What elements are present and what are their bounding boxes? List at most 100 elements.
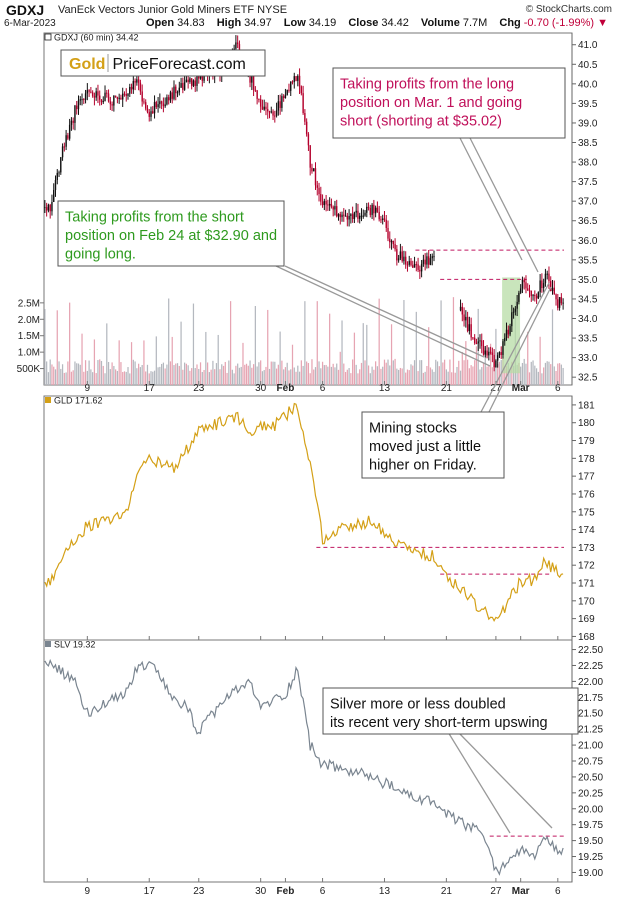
volume-bar: [47, 372, 50, 385]
volume-bar: [242, 342, 244, 385]
gdxj-candle-body: [514, 308, 517, 312]
volume-bar: [341, 320, 343, 385]
gdxj-candle-body: [344, 215, 347, 217]
short-profit-callout-text-line: going long.: [65, 247, 136, 263]
volume-bar: [206, 362, 209, 385]
gdxj-candle-body: [491, 352, 494, 355]
gdxj-candle-body: [155, 102, 158, 108]
gdxj-tick-label: 39.0: [578, 118, 598, 129]
date-tick-label: 21: [441, 383, 453, 394]
volume-bar: [320, 368, 322, 385]
gdxj-candle-body: [389, 238, 391, 243]
volume-bar: [277, 364, 279, 385]
gld-tick-label: 181: [578, 400, 595, 411]
gdxj-candle-body: [137, 79, 140, 83]
gdxj-candle-body: [424, 259, 426, 265]
gdxj-candle-body: [274, 115, 276, 117]
gdxj-candle-body: [182, 83, 184, 90]
gdxj-candle-body: [419, 269, 421, 272]
gdxj-tick-label: 40.5: [578, 60, 598, 71]
gdxj-candle-body: [252, 76, 255, 90]
volume-bar: [254, 306, 256, 385]
volume-bar: [498, 361, 501, 385]
gold-price-forecast-logo: Gold PriceForecast.com: [60, 49, 266, 77]
volume-bar: [359, 369, 361, 385]
volume-bar: [263, 370, 265, 385]
date-tick-label: 30: [255, 886, 267, 897]
chart-header: GDXJ VanEck Vectors Junior Gold Miners E…: [0, 0, 620, 32]
gdxj-candle-body: [76, 105, 78, 110]
volume-bar: [44, 309, 46, 385]
gdxj-candle-body: [350, 214, 352, 216]
gdxj-candle-body: [63, 146, 66, 148]
volume-bar: [122, 371, 124, 385]
gdxj-candle-body: [382, 218, 384, 220]
volume-bar: [447, 371, 449, 385]
volume-bar: [203, 369, 205, 385]
volume-bar: [523, 358, 525, 385]
volume-bar: [51, 364, 53, 385]
slv-tick-label: 20.50: [578, 772, 603, 783]
gdxj-tick-label: 37.0: [578, 197, 598, 208]
gdxj-candle-body: [118, 97, 120, 99]
gdxj-candle-body: [136, 79, 138, 83]
gdxj-candle-body: [44, 207, 46, 209]
gdxj-candle-body: [141, 91, 143, 102]
gdxj-candle-body: [366, 206, 368, 213]
gdxj-tick-label: 35.0: [578, 275, 598, 286]
gdxj-candle-body: [482, 346, 485, 355]
gdxj-candle-body: [300, 86, 303, 94]
volume-bar: [435, 359, 437, 385]
volume-bar: [390, 324, 393, 385]
gdxj-candle-body: [88, 90, 90, 92]
mining-callout-text-line: higher on Friday.: [369, 458, 477, 474]
volume-bar: [295, 371, 297, 385]
volume-bar: [415, 311, 417, 385]
volume-bar: [145, 371, 147, 385]
gdxj-candle-body: [465, 316, 467, 321]
silver-callout-box: [322, 687, 579, 735]
volume-bar: [130, 342, 133, 385]
volume-bar: [237, 363, 239, 385]
volume-bar: [168, 298, 170, 385]
volume-bar: [497, 363, 499, 385]
volume-bar: [535, 368, 538, 385]
volume-bar: [221, 364, 223, 385]
gdxj-candle-body: [323, 200, 326, 206]
gdxj-candle-body: [385, 219, 387, 228]
volume-bar: [60, 368, 62, 385]
gdxj-candle-body: [58, 172, 60, 174]
gdxj-candle-body: [357, 210, 359, 219]
gdxj-candle-body: [484, 350, 486, 355]
gld-legend: GLD 171.62: [54, 396, 103, 406]
volume-bar: [169, 361, 172, 385]
volume-bar: [231, 369, 233, 385]
gdxj-candle-body: [235, 42, 237, 49]
volume-bar: [369, 373, 371, 385]
volume-bar: [398, 369, 400, 385]
volume-bar: [249, 360, 251, 385]
volume-bar: [92, 372, 94, 385]
volume-bar: [401, 368, 403, 385]
volume-bar: [350, 373, 352, 385]
slv-tick-label: 21.50: [578, 709, 603, 720]
gdxj-candle-body: [412, 265, 414, 268]
gdxj-candle-body: [380, 219, 382, 221]
volume-bar: [309, 373, 311, 385]
gdxj-candle-body: [176, 92, 179, 94]
silver-callout-text-line: Silver more or less doubled: [330, 697, 506, 713]
gld-tick-label: 180: [578, 418, 595, 429]
date-tick-label: 23: [193, 886, 205, 897]
volume-bar: [129, 373, 131, 385]
gdxj-tick-label: 35.5: [578, 255, 598, 266]
volume-bar: [419, 360, 421, 385]
gdxj-candle-body: [261, 106, 264, 110]
volume-bar: [205, 331, 207, 385]
gdxj-candle-body: [355, 210, 357, 213]
gdxj-tick-label: 33.0: [578, 353, 598, 364]
gdxj-candle-body: [270, 111, 272, 113]
gld-tick-label: 175: [578, 507, 595, 518]
volume-bar: [46, 361, 48, 385]
gdxj-candle-body: [431, 256, 433, 259]
